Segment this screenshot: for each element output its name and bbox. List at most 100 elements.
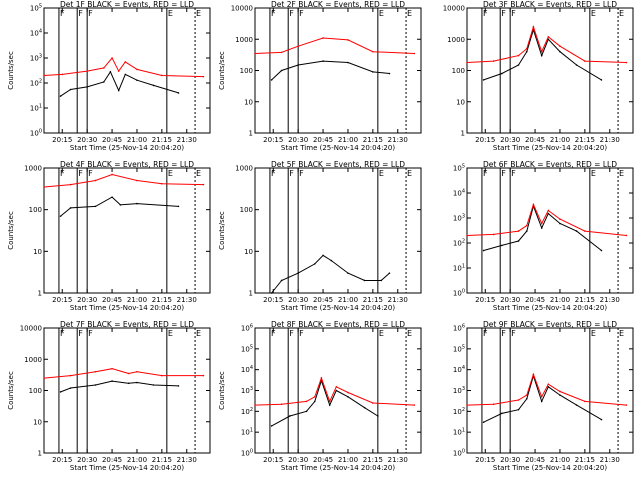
x-tick-label: 21:30 — [177, 296, 197, 304]
data-point-events — [94, 205, 97, 208]
chart-title: Det 9F BLACK = Events, RED = LLD — [483, 320, 617, 329]
x-tick-label: 21:30 — [600, 296, 620, 304]
plot-frame — [43, 327, 211, 454]
data-point-lld — [69, 183, 72, 186]
data-point-events — [109, 71, 112, 73]
x-tick-label: 20:45 — [313, 136, 333, 144]
x-tick-label: 21:00 — [550, 456, 570, 464]
flag-label: F — [271, 329, 276, 338]
data-point-events — [280, 279, 283, 282]
flag-label: F — [88, 169, 93, 178]
data-point-lld — [313, 395, 316, 398]
data-point-events — [117, 89, 120, 92]
data-point-events — [152, 384, 155, 386]
flag-label: E — [379, 9, 384, 18]
data-point-lld — [102, 67, 105, 69]
flag-label: F — [299, 9, 304, 18]
x-tick-label: 20:30 — [500, 136, 520, 144]
flag-label: F — [511, 9, 516, 18]
series-line-events — [483, 374, 602, 423]
x-tick-label: 20:30 — [500, 296, 520, 304]
data-point-events — [482, 421, 485, 424]
x-tick-label: 21:15 — [363, 296, 383, 304]
x-tick-label: 21:30 — [388, 136, 408, 144]
series-line-events — [60, 196, 179, 217]
data-point-lld — [254, 52, 256, 55]
x-tick-label: 21:00 — [550, 136, 570, 144]
x-tick-label: 20:15 — [475, 136, 495, 144]
x-tick-label: 20:15 — [475, 456, 495, 464]
data-point-events — [363, 406, 366, 409]
chart-title: Det 8F BLACK = Events, RED = LLD — [271, 320, 405, 329]
flag-label: E — [407, 9, 412, 18]
data-point-lld — [43, 377, 45, 379]
flag-label: F — [501, 329, 506, 338]
series-line-lld — [466, 25, 627, 63]
series-line-lld — [43, 57, 204, 78]
x-axis-label: Start Time (25-Nov-14 20:04:20) — [70, 144, 184, 152]
y-tick-label: 1000 — [447, 36, 465, 44]
data-point-events — [501, 412, 503, 415]
data-point-lld — [43, 186, 45, 188]
data-point-lld — [547, 35, 550, 38]
data-point-events — [347, 61, 349, 64]
series-line-events — [60, 70, 179, 97]
flag-label: F — [289, 329, 294, 338]
data-point-lld — [94, 370, 97, 373]
chart-title: Det 1F BLACK = Events, RED = LLD — [60, 0, 194, 9]
y-axis-label: Counts/sec — [7, 51, 15, 90]
chart-title: Det 7F BLACK = Events, RED = LLD — [60, 320, 194, 329]
data-point-events — [127, 382, 130, 385]
y-tick-label: 105 — [30, 4, 42, 13]
data-point-lld — [525, 47, 528, 50]
y-tick-label: 100 — [453, 289, 465, 298]
data-point-events — [559, 394, 561, 396]
data-point-events — [525, 50, 528, 53]
flag-label: F — [271, 169, 276, 178]
data-point-lld — [61, 73, 64, 76]
y-tick-label: 1000 — [24, 165, 42, 173]
data-point-lld — [547, 209, 550, 212]
data-point-events — [86, 86, 88, 88]
data-point-events — [547, 212, 550, 215]
data-point-lld — [320, 377, 323, 379]
x-tick-label: 20:45 — [313, 296, 333, 304]
series-line-lld — [43, 173, 204, 188]
data-point-events — [111, 380, 113, 382]
x-axis-label: Start Time (25-Nov-14 20:04:20) — [493, 144, 607, 152]
data-point-events — [482, 249, 485, 252]
data-point-events — [501, 244, 503, 247]
x-tick-label: 21:30 — [388, 296, 408, 304]
y-tick-label: 100 — [240, 206, 253, 214]
data-point-lld — [625, 61, 628, 64]
data-point-lld — [161, 374, 163, 377]
x-tick-label: 21:00 — [127, 456, 147, 464]
chart-title: Det 6F BLACK = Events, RED = LLD — [483, 160, 617, 169]
data-point-lld — [136, 68, 138, 71]
data-point-lld — [625, 404, 628, 406]
y-tick-label: 105 — [241, 344, 253, 353]
flag-label: E — [168, 329, 173, 338]
data-point-lld — [202, 183, 205, 186]
flag-label: F — [60, 169, 65, 178]
data-point-lld — [559, 45, 561, 47]
data-point-lld — [202, 374, 205, 377]
flag-label: E — [619, 169, 624, 178]
x-tick-label: 20:45 — [313, 456, 333, 464]
x-tick-label: 21:00 — [550, 296, 570, 304]
data-point-lld — [584, 230, 586, 232]
data-point-lld — [136, 179, 138, 182]
data-point-events — [525, 230, 528, 232]
y-tick-label: 10000 — [231, 5, 253, 13]
data-point-events — [322, 60, 324, 62]
chart-title: Det 3F BLACK = Events, RED = LLD — [483, 0, 617, 9]
data-point-lld — [86, 70, 88, 72]
y-tick-label: 104 — [241, 365, 253, 374]
data-point-events — [347, 272, 349, 274]
plot-frame — [254, 7, 422, 134]
x-tick-label: 20:30 — [500, 456, 520, 464]
